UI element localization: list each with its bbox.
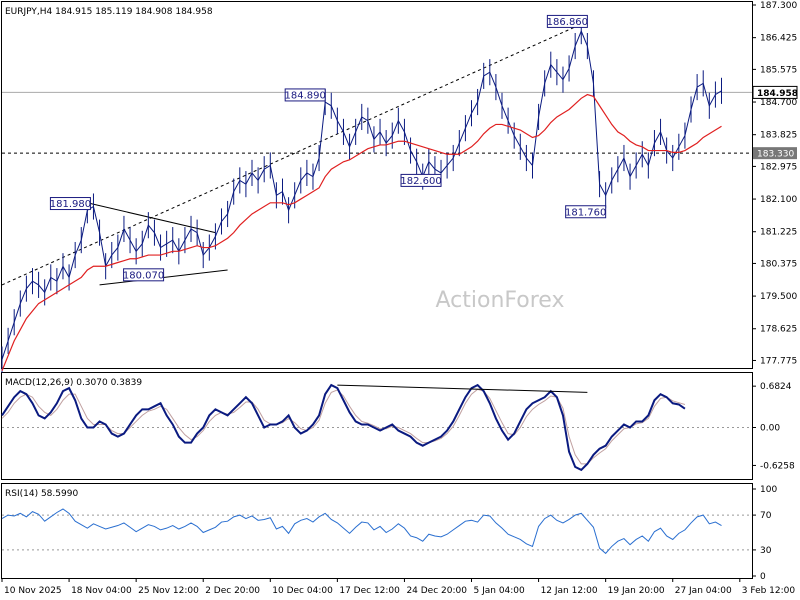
rsi-tick-label: 70: [760, 511, 772, 521]
rsi-tick-label: 100: [760, 485, 777, 495]
x-tick-label: 24 Dec 20:00: [406, 586, 467, 596]
x-tick-label: 2 Dec 20:00: [205, 586, 260, 596]
macd-tick-label: 0.00: [760, 424, 780, 434]
x-tick-label: 25 Nov 12:00: [138, 586, 199, 596]
price-tick-label: 179.500: [760, 292, 797, 302]
price-tick-label: 182.100: [760, 195, 797, 205]
current-price-label: 184.958: [757, 89, 798, 99]
macd-tick-label: 0.6824: [760, 382, 792, 392]
rsi-tick-label: 30: [760, 546, 772, 556]
price-tick-label: 185.575: [760, 65, 797, 75]
price-tick-label: 178.625: [760, 325, 797, 335]
annotation-label: 181.760: [565, 207, 606, 218]
macd-label: MACD(12,26,9) 0.3070 0.3839: [5, 378, 142, 388]
annotation-label: 184.890: [284, 90, 325, 101]
annotation-label: 186.860: [547, 17, 588, 28]
price-tick-label: 184.700: [760, 98, 797, 108]
x-tick-label: 12 Jan 12:00: [541, 586, 598, 596]
annotation-label: 182.600: [400, 176, 441, 187]
annotation-label: 180.070: [123, 270, 164, 281]
x-tick-label: 3 Feb 12:00: [742, 586, 796, 596]
rsi-tick-label: 0: [760, 572, 766, 582]
rsi-panel-frame: [2, 484, 753, 579]
x-tick-label: 5 Jan 04:00: [474, 586, 526, 596]
x-tick-label: 10 Nov 2025: [4, 586, 62, 596]
price-tick-label: 187.300: [760, 1, 797, 11]
x-tick-label: 10 Dec 04:00: [272, 586, 333, 596]
x-tick-label: 27 Jan 04:00: [675, 586, 732, 596]
price-tick-label: 183.825: [760, 131, 797, 141]
price-tick-label: 180.375: [760, 259, 797, 269]
price-tick-label: 177.775: [760, 356, 797, 366]
support-level-label: 183.330: [757, 150, 794, 160]
watermark: ActionForex: [436, 288, 565, 313]
rsi-label: RSI(14) 58.5990: [5, 489, 78, 499]
macd-panel-frame: [2, 373, 753, 480]
macd-tick-label: -0.6258: [760, 461, 795, 471]
chart-header: EURJPY,H4 184.915 185.119 184.908 184.95…: [5, 7, 213, 17]
price-panel-frame: [2, 2, 753, 369]
x-tick-label: 17 Dec 12:00: [339, 586, 400, 596]
x-tick-label: 19 Jan 20:00: [608, 586, 665, 596]
price-tick-label: 186.425: [760, 34, 797, 44]
price-tick-label: 182.975: [760, 162, 797, 172]
annotation-label: 181.980: [50, 199, 91, 210]
price-tick-label: 181.225: [760, 228, 797, 238]
x-tick-label: 18 Nov 04:00: [71, 586, 132, 596]
